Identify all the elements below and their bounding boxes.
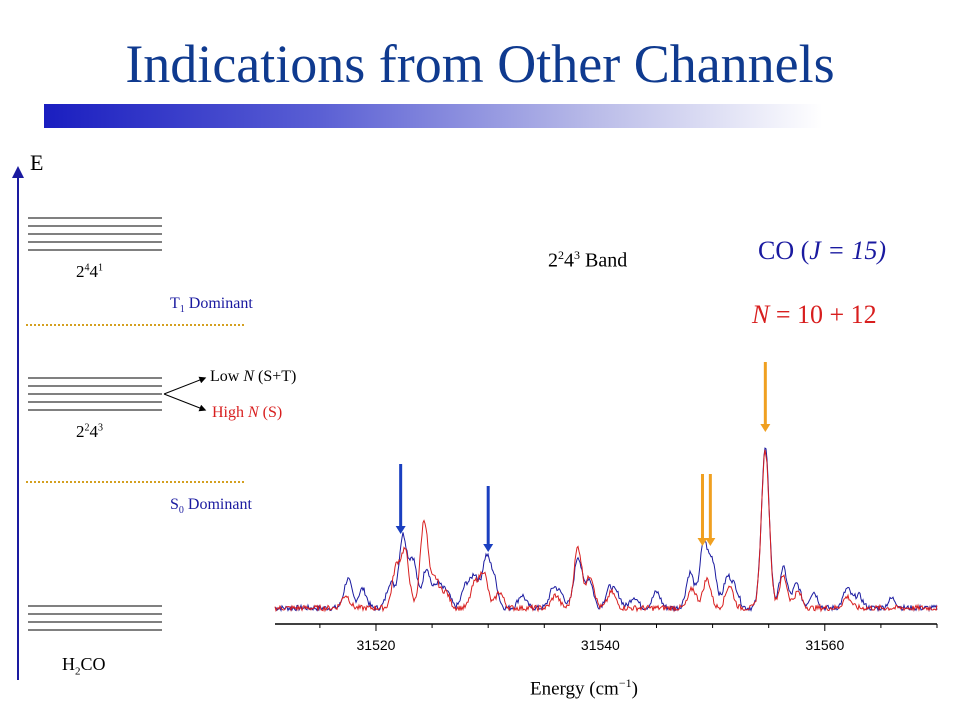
middle-level-lines <box>28 377 162 411</box>
page-title: Indications from Other Channels <box>125 34 835 94</box>
co-label: CO (J = 15) <box>758 236 887 265</box>
spectrum-series-1 <box>274 449 938 613</box>
s0-dominant-label: S0 Dominant <box>170 496 252 517</box>
upper-level-label: 2441 <box>76 262 103 281</box>
band-label: 2243 Band <box>548 248 628 272</box>
t1-dominant-label: T1 Dominant <box>170 295 253 316</box>
indicator-arrow <box>697 474 708 546</box>
indicator-arrow <box>395 464 406 534</box>
low-n-label: Low N (S+T) <box>210 368 297 385</box>
ground-level-lines <box>28 605 162 631</box>
indicator-arrow <box>705 474 716 546</box>
middle-level-label: 2243 <box>76 422 103 441</box>
high-n-label: High N (S) <box>212 404 283 421</box>
indicator-arrow <box>760 362 771 432</box>
fork-arrow-low <box>163 376 207 395</box>
spectrum-plot: 31520 31540 31560 <box>274 362 938 653</box>
x-tick-label: 31540 <box>581 637 620 653</box>
upper-level-lines <box>28 217 162 251</box>
indicator-arrow <box>483 486 494 552</box>
x-tick-label: 31560 <box>805 637 844 653</box>
energy-axis-label: E <box>30 150 44 175</box>
x-tick-label: 31520 <box>357 637 396 653</box>
n-label: N = 10 + 12 <box>752 300 877 329</box>
fork-arrow-high <box>163 393 207 412</box>
ground-level-label: H2CO <box>62 654 106 678</box>
x-axis-label: Energy (cm−1) <box>530 676 638 700</box>
title-gradient-bar <box>44 104 960 128</box>
spectrum-series-0 <box>274 447 938 613</box>
